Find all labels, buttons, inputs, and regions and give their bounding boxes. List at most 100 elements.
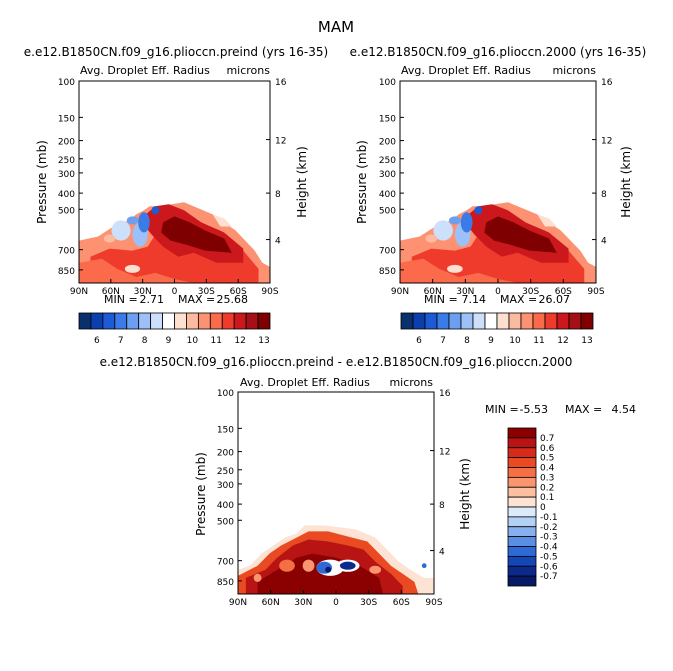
colorbar-label: -0.6 xyxy=(540,562,558,572)
x-tick-label: 30S xyxy=(360,598,377,608)
colorbar-label: 9 xyxy=(166,336,172,346)
colorbar-swatch xyxy=(507,546,537,557)
y-axis-label: Pressure (mb) xyxy=(355,140,369,224)
contour-blob xyxy=(369,565,382,574)
colorbar-label: 12 xyxy=(234,336,245,346)
left-ticks: 100 150 200 250 300 400 500 700 850 xyxy=(217,389,242,588)
colorbar-label: 8 xyxy=(142,336,148,346)
x-tick-label: 90N xyxy=(229,598,247,608)
contour-blob xyxy=(447,264,463,273)
y-tick-label: 850 xyxy=(217,578,234,588)
y-right-tick-label: 8 xyxy=(601,190,607,200)
contour-region xyxy=(537,214,557,227)
y-tick-label: 200 xyxy=(379,138,396,148)
y-tick-label: 500 xyxy=(58,206,75,216)
colorbar-swatch xyxy=(507,516,537,528)
panel-field xyxy=(79,202,270,283)
y-tick-label: 150 xyxy=(379,114,396,124)
x-tick-label: 30S xyxy=(522,287,539,297)
colorbar-label: 11 xyxy=(211,336,222,346)
right-ticks: 16 12 8 4 xyxy=(430,389,451,558)
colorbar-swatch xyxy=(507,575,537,587)
panel-field xyxy=(238,525,434,594)
colorbar-label: 12 xyxy=(557,336,568,346)
max-value: 4.54 xyxy=(612,403,637,416)
y-tick-label: 400 xyxy=(379,190,396,200)
colorbar-label: 11 xyxy=(533,336,544,346)
y-tick-label: 700 xyxy=(379,247,396,257)
panel-field xyxy=(400,202,596,283)
colorbar-swatch xyxy=(580,312,594,330)
panel-variable-label: Avg. Droplet Eff. Radius xyxy=(80,64,210,77)
colorbar-swatch xyxy=(507,555,537,567)
colorbar-swatch xyxy=(448,312,462,330)
colorbar-swatch xyxy=(507,565,537,577)
y-tick-label: 500 xyxy=(379,206,396,216)
y-tick-label: 100 xyxy=(217,389,234,399)
colorbar-swatch xyxy=(460,312,474,330)
colorbar-swatch xyxy=(556,312,570,330)
x-tick-label: 30S xyxy=(198,287,215,297)
x-tick-label: 90N xyxy=(70,287,88,297)
contour-region xyxy=(212,214,232,227)
panel-units-label: microns xyxy=(389,376,433,389)
colorbar-swatch xyxy=(197,312,211,330)
y-tick-label: 500 xyxy=(217,517,234,527)
colorbar-swatch xyxy=(424,312,438,330)
y-tick-label: 200 xyxy=(58,138,75,148)
panel-difference: e.e12.B1850CN.f09_g16.plioccn.preind - e… xyxy=(100,355,636,608)
y-right-tick-label: 8 xyxy=(439,501,445,511)
x-tick-label: 60S xyxy=(555,287,572,297)
y-tick-label: 150 xyxy=(58,114,75,124)
y-tick-label: 400 xyxy=(58,190,75,200)
colorbar-swatch xyxy=(78,312,92,330)
contour-blob xyxy=(279,559,295,572)
colorbar-swatch xyxy=(138,312,152,330)
figure-title: MAM xyxy=(318,18,354,36)
y-right-tick-label: 16 xyxy=(275,78,287,88)
colorbar-swatch xyxy=(507,467,537,478)
colorbar-label: 10 xyxy=(509,336,521,346)
colorbar-swatch xyxy=(507,526,537,538)
y-tick-label: 850 xyxy=(379,267,396,277)
y-axis-right-label: Height (km) xyxy=(458,458,472,529)
x-tick-label: 60S xyxy=(393,598,410,608)
colorbar-swatch xyxy=(162,312,175,330)
colorbar-label: 0.6 xyxy=(540,444,555,454)
colorbar-swatch xyxy=(496,312,510,330)
colorbar-swatch xyxy=(233,312,247,330)
contour-region xyxy=(484,216,557,253)
y-tick-label: 300 xyxy=(217,481,234,491)
colorbar-label: 0 xyxy=(540,503,546,513)
contour-blob xyxy=(138,212,150,233)
colorbar-swatch xyxy=(174,312,187,330)
panel-units-label: microns xyxy=(226,64,270,77)
max-value: 25.68 xyxy=(217,293,249,306)
colorbar-label: 0.2 xyxy=(540,483,554,493)
colorbar-label: -0.2 xyxy=(540,523,558,533)
min-label: MIN = xyxy=(424,293,458,306)
x-tick-label: 60N xyxy=(424,287,442,297)
y-axis-right-label: Height (km) xyxy=(295,146,309,217)
contour-blob xyxy=(325,566,332,573)
min-value: -5.53 xyxy=(520,403,548,416)
x-ticks: 90N 60N 30N 0 30S 60S 90S xyxy=(229,590,443,608)
y-axis-label: Pressure (mb) xyxy=(35,140,49,224)
colorbar-label: 0.7 xyxy=(540,434,554,444)
colorbar-swatch xyxy=(400,312,414,330)
x-tick-label: 30N xyxy=(294,598,312,608)
colorbar-label: -0.7 xyxy=(540,572,558,582)
panel-variable-label: Avg. Droplet Eff. Radius xyxy=(401,64,531,77)
x-ticks: 90N 60N 30N 0 30S 60S 90S xyxy=(391,279,605,297)
y-right-tick-label: 16 xyxy=(439,389,451,399)
contour-blob xyxy=(151,206,160,215)
x-tick-label: 60N xyxy=(102,287,120,297)
y-tick-label: 250 xyxy=(58,156,75,166)
colorbar-swatch xyxy=(257,312,271,330)
colorbar-label: -0.4 xyxy=(540,543,558,553)
colorbar-swatch xyxy=(90,312,104,330)
colorbar-label: 0.1 xyxy=(540,493,554,503)
max-label: MAX = xyxy=(565,403,602,416)
y-tick-label: 250 xyxy=(217,467,234,477)
x-tick-label: 60N xyxy=(262,598,280,608)
